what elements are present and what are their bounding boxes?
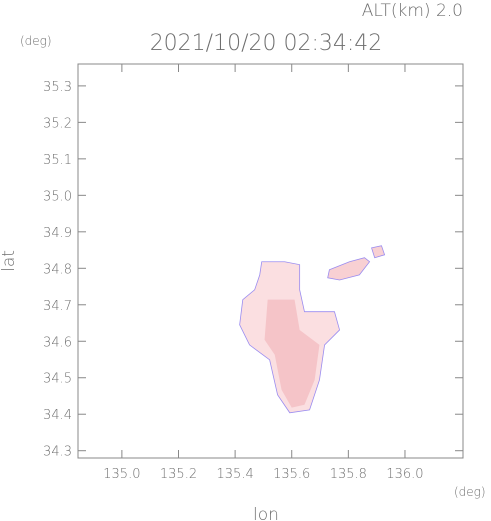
y-tick-label: 34.5 xyxy=(43,372,72,387)
y-tick-label: 35.1 xyxy=(43,153,72,168)
x-axis-label: lon xyxy=(253,505,279,521)
y-axis-label: lat xyxy=(0,250,19,272)
x-tick-label: 136.0 xyxy=(386,467,423,482)
x-tick-label: 135.8 xyxy=(330,467,367,482)
y-tick-label: 34.7 xyxy=(43,299,72,314)
echo-area xyxy=(264,299,320,408)
x-tick-label: 135.4 xyxy=(217,467,254,482)
echo-area xyxy=(371,245,386,259)
echo-area xyxy=(327,257,371,281)
x-tick-label: 135.2 xyxy=(160,467,197,482)
y-tick-label: 34.6 xyxy=(43,335,72,350)
y-tick-label: 34.4 xyxy=(43,408,72,423)
x-tick-label: 135.6 xyxy=(273,467,310,482)
chart-title: 2021/10/20 02:34:42 xyxy=(150,31,383,56)
y-tick-label: 35.3 xyxy=(43,80,72,95)
y-tick-label: 34.8 xyxy=(43,262,72,277)
x-unit: (deg) xyxy=(454,485,486,499)
plot-frame xyxy=(77,63,464,459)
altitude-label: ALT(km) 2.0 xyxy=(362,1,463,21)
y-tick-label: 34.3 xyxy=(43,445,72,460)
x-tick-label: 135.0 xyxy=(103,467,140,482)
y-tick-label: 35.0 xyxy=(43,189,72,204)
y-tick-label: 34.9 xyxy=(43,226,72,241)
y-unit: (deg) xyxy=(20,34,52,48)
y-tick-label: 35.2 xyxy=(43,116,72,131)
